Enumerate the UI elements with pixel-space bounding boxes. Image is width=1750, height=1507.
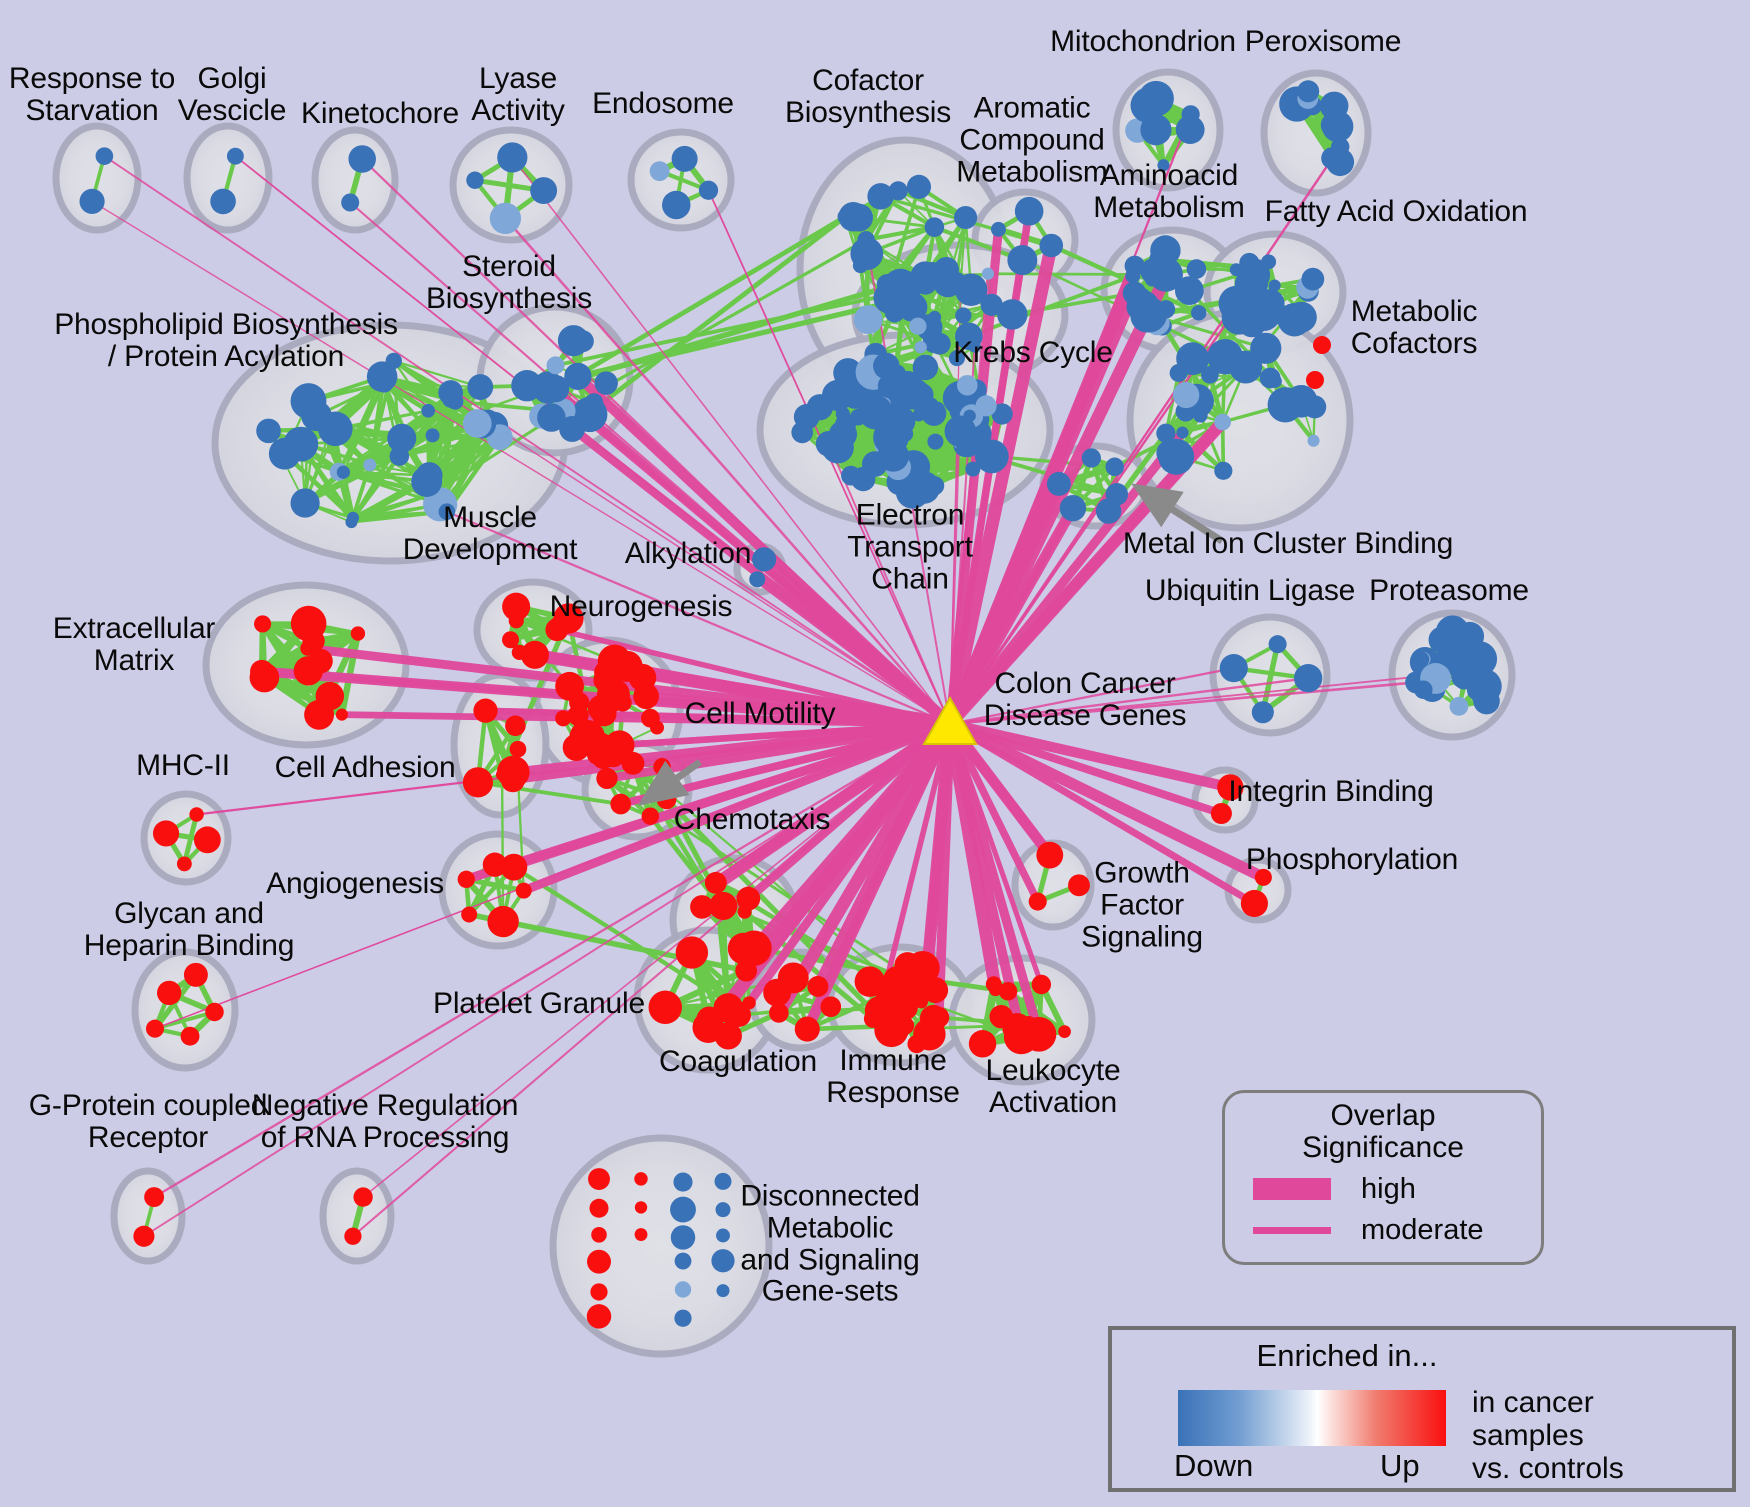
gradient-high-label: Up [1380, 1448, 1420, 1484]
enrichment-color-gradient [1178, 1390, 1446, 1446]
enriched-legend-side-label: in cancer samples vs. controls [1472, 1386, 1624, 1485]
overlap-significance-legend: Overlap Significance high moderate [1222, 1090, 1544, 1265]
high-significance-swatch [1253, 1178, 1331, 1200]
enrichment-map-figure: Response to Starvation Golgi Vescicle Kine… [0, 0, 1750, 1507]
overlap-legend-row-moderate: moderate [1225, 1214, 1541, 1247]
moderate-significance-swatch [1253, 1227, 1331, 1234]
enriched-legend-title: Enriched in... [1112, 1338, 1732, 1374]
gradient-low-label: Down [1174, 1448, 1253, 1484]
enrichment-direction-legend: Enriched in... Down Up in cancer samples… [1108, 1326, 1736, 1492]
overlap-legend-row-high: high [1225, 1173, 1541, 1206]
network-graph [0, 0, 1750, 1507]
high-significance-label: high [1361, 1173, 1416, 1206]
moderate-significance-label: moderate [1361, 1214, 1484, 1247]
overlap-legend-title: Overlap Significance [1225, 1100, 1541, 1165]
